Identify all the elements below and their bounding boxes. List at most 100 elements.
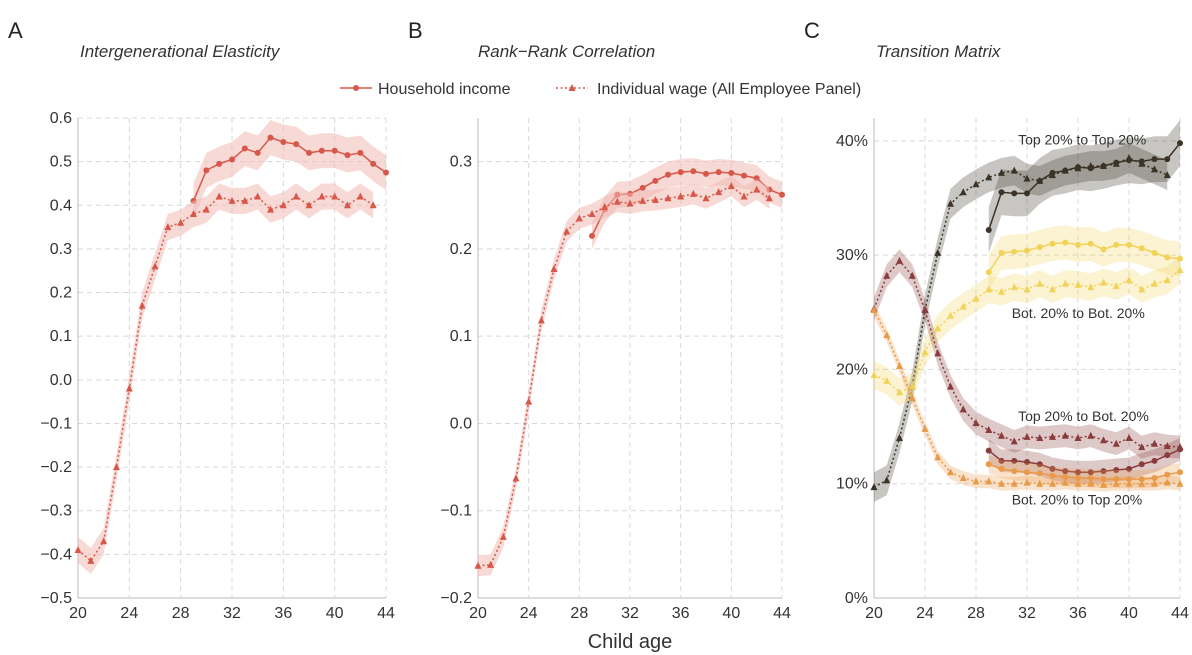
y-tick-label: −0.1	[440, 503, 472, 520]
data-point	[357, 150, 363, 156]
data-point	[665, 172, 671, 178]
data-point	[242, 146, 248, 152]
data-point	[1101, 246, 1107, 252]
data-point	[1024, 248, 1030, 254]
data-point	[1088, 241, 1094, 247]
data-point	[986, 269, 992, 275]
legend-household-label: Household income	[378, 81, 511, 98]
data-point	[1011, 468, 1017, 474]
data-point	[383, 170, 389, 176]
x-axis-label: Child age	[588, 631, 673, 653]
data-point	[1037, 470, 1043, 476]
y-tick-label: −0.5	[40, 590, 72, 607]
data-point	[1075, 242, 1081, 248]
legend: Household income Individual wage (All Em…	[340, 81, 861, 98]
data-point	[1050, 241, 1056, 247]
panel-letter: A	[8, 18, 23, 43]
y-tick-label: −0.1	[40, 415, 72, 432]
data-point	[1126, 242, 1132, 248]
data-point	[1011, 190, 1017, 196]
x-tick-label: 44	[1171, 605, 1189, 622]
x-tick-label: 40	[326, 605, 344, 622]
annotation-label: Top 20% to Top 20%	[1018, 131, 1146, 147]
series-individual	[75, 183, 377, 574]
y-tick-label: −0.3	[40, 503, 72, 520]
data-point	[986, 461, 992, 467]
legend-individual-label: Individual wage (All Employee Panel)	[597, 81, 861, 98]
x-tick-label: 20	[865, 605, 883, 622]
data-point	[1011, 249, 1017, 255]
data-point	[1139, 245, 1145, 251]
data-point	[690, 168, 696, 174]
data-point	[1177, 469, 1183, 475]
x-tick-label: 32	[223, 605, 241, 622]
y-tick-label: 0.2	[450, 241, 472, 258]
y-tick-label: 0.5	[50, 154, 72, 171]
data-point	[280, 139, 286, 145]
data-point	[525, 398, 532, 405]
y-tick-label: 40%	[836, 133, 868, 150]
data-point	[741, 173, 747, 179]
data-point	[678, 169, 684, 175]
y-tick-label: 0.2	[50, 285, 72, 302]
data-point	[203, 167, 209, 173]
data-point	[1164, 254, 1170, 260]
data-point	[1037, 244, 1043, 250]
data-point	[1152, 250, 1158, 256]
y-tick-label: 0.3	[50, 241, 72, 258]
x-tick-label: 36	[274, 605, 292, 622]
x-tick-label: 44	[773, 605, 791, 622]
data-point	[370, 161, 376, 167]
data-point	[1113, 242, 1119, 248]
x-tick-label: 28	[967, 605, 985, 622]
data-point	[703, 171, 709, 177]
data-point	[1152, 458, 1158, 464]
y-tick-label: 0.1	[450, 328, 472, 345]
data-point	[319, 148, 325, 154]
data-point	[1139, 461, 1145, 467]
x-tick-label: 20	[469, 605, 487, 622]
confidence-band	[78, 183, 373, 574]
data-point	[728, 170, 734, 176]
series-line	[78, 197, 373, 561]
y-tick-label: 10%	[836, 476, 868, 493]
x-tick-label: 28	[172, 605, 190, 622]
y-tick-label: 30%	[836, 247, 868, 264]
y-tick-label: 0%	[845, 590, 868, 607]
legend-household-marker	[353, 85, 359, 91]
y-tick-label: 0.0	[450, 415, 472, 432]
y-tick-label: 0.4	[50, 197, 72, 214]
data-point	[652, 178, 658, 184]
x-tick-label: 24	[120, 605, 138, 622]
data-point	[1177, 140, 1183, 146]
panel-c: C Transition Matrix 20 24 28 32 36 40 44 0% 10% 20%…	[804, 18, 1189, 622]
data-point	[640, 185, 646, 191]
y-tick-label: −0.4	[40, 546, 72, 563]
annotation-label: Bot. 20% to Top 20%	[1012, 491, 1142, 507]
confidence-band	[478, 176, 769, 577]
data-point	[1024, 469, 1030, 475]
panel-title: Rank−Rank Correlation	[478, 42, 655, 61]
series-individual	[475, 176, 773, 577]
x-tick-label: 36	[1069, 605, 1087, 622]
data-point	[986, 227, 992, 233]
data-point	[986, 448, 992, 454]
data-point	[589, 233, 595, 239]
data-point	[306, 150, 312, 156]
y-tick-label: −0.2	[440, 590, 472, 607]
data-point	[345, 152, 351, 158]
panel-letter: C	[804, 18, 820, 43]
data-point	[1062, 240, 1068, 246]
x-tick-label: 24	[520, 605, 538, 622]
x-tick-label: 32	[621, 605, 639, 622]
annotation-label: Bot. 20% to Bot. 20%	[1012, 305, 1145, 321]
y-tick-label: 0.0	[50, 372, 72, 389]
panel-title: Intergenerational Elasticity	[80, 42, 281, 61]
data-point	[999, 466, 1005, 472]
x-tick-label: 36	[672, 605, 690, 622]
data-point	[268, 135, 274, 141]
series-line	[478, 186, 769, 566]
y-tick-label: 0.3	[450, 154, 472, 171]
y-tick-label: 20%	[836, 361, 868, 378]
